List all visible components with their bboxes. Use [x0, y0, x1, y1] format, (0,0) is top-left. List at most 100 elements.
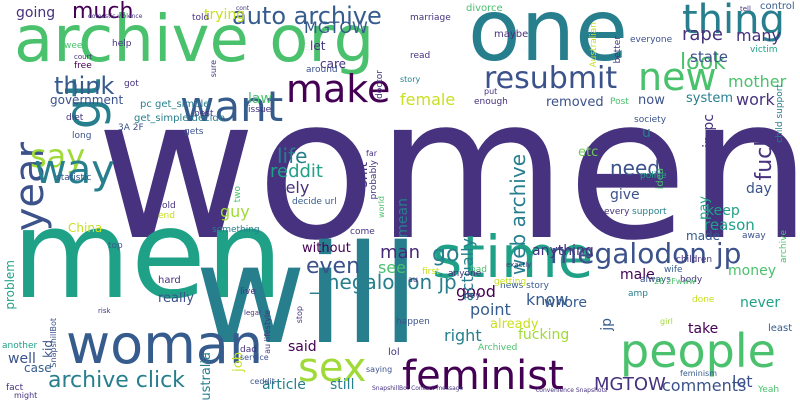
- word: divorce: [466, 3, 503, 14]
- word: stop: [295, 306, 304, 324]
- word: SnapshillBot: [49, 318, 58, 368]
- word: think: [54, 72, 115, 100]
- word: case: [24, 361, 52, 375]
- word: jp pc: [701, 114, 717, 148]
- word: old: [162, 201, 176, 211]
- word: children: [676, 255, 713, 265]
- word: society: [634, 115, 667, 125]
- word: way: [34, 147, 115, 193]
- word: look: [680, 50, 726, 75]
- word: probably: [369, 160, 379, 200]
- word: week: [64, 41, 88, 51]
- word: SnapshillBot Contact message: [372, 385, 464, 392]
- word: doctor: [375, 70, 385, 99]
- word: amp: [628, 289, 648, 299]
- word: put: [484, 87, 498, 96]
- word: risk: [98, 307, 111, 315]
- word: lol: [388, 347, 400, 358]
- word: service: [240, 353, 269, 362]
- word: told: [192, 13, 210, 23]
- word: say: [30, 137, 86, 175]
- word: know: [526, 290, 569, 309]
- word: read: [410, 51, 431, 61]
- word: pc get_simple: [140, 99, 210, 110]
- word: child support: [775, 84, 785, 143]
- word: anything: [532, 243, 594, 259]
- word: _megalodon jp: [310, 270, 457, 294]
- word: system: [686, 91, 733, 106]
- word: hard: [158, 275, 181, 286]
- word: shit: [355, 162, 371, 188]
- word: will: [195, 217, 420, 375]
- word: many: [736, 26, 781, 45]
- word: live: [240, 287, 256, 297]
- word: enough: [474, 97, 508, 107]
- word: two: [233, 186, 243, 203]
- word: better: [613, 36, 623, 64]
- word: gets: [184, 127, 204, 137]
- word: well: [8, 351, 36, 367]
- word: even: [306, 254, 361, 279]
- word: cont: [236, 5, 250, 12]
- word: world: [377, 196, 386, 219]
- word: wife: [664, 265, 683, 275]
- word: likely: [268, 178, 310, 197]
- word: sex: [298, 345, 367, 391]
- word: make: [286, 67, 391, 111]
- word: feminist: [402, 353, 564, 399]
- word: 3A 2F: [118, 123, 144, 133]
- word: another: [2, 341, 38, 351]
- word: new: [638, 55, 717, 99]
- word: ceddit: [250, 377, 275, 386]
- word: pay: [697, 196, 712, 220]
- word: see: [378, 258, 407, 277]
- word: guy: [220, 202, 250, 221]
- word: reddit: [270, 161, 323, 182]
- word: long: [72, 131, 92, 141]
- word: least: [768, 323, 793, 334]
- word: get_simple decide: [134, 113, 225, 124]
- word: without: [302, 241, 351, 256]
- word: thing: [682, 0, 785, 43]
- word: end: [158, 211, 175, 221]
- word: saying: [366, 365, 393, 374]
- word: already: [490, 317, 539, 332]
- word: exactly: [506, 261, 532, 269]
- word: fucking: [518, 327, 570, 343]
- word: boy: [464, 291, 481, 301]
- word: male: [620, 267, 655, 283]
- word: mean: [395, 198, 411, 238]
- word: reason: [704, 216, 755, 234]
- word: keep: [706, 203, 740, 219]
- word: first: [422, 267, 440, 277]
- word: got: [124, 79, 139, 89]
- word: MGTOW: [594, 374, 666, 395]
- word: around: [306, 65, 338, 75]
- word: much: [72, 0, 134, 24]
- word: news story: [500, 281, 549, 291]
- word: domestic violence: [88, 13, 143, 20]
- word: police: [640, 171, 667, 181]
- word: life: [277, 144, 308, 168]
- word: Yeah: [758, 385, 780, 395]
- word: archive org: [14, 3, 375, 77]
- word: Post: [610, 97, 629, 107]
- word: lot: [732, 372, 753, 391]
- word: always: [640, 275, 671, 285]
- word: take: [688, 321, 719, 337]
- word: need: [610, 156, 660, 180]
- word: really: [158, 291, 194, 306]
- word: people: [620, 324, 776, 378]
- word: u: [642, 125, 651, 141]
- word: control: [760, 1, 795, 12]
- word: sure: [209, 60, 218, 78]
- word: happen: [396, 317, 430, 327]
- word: made: [686, 229, 721, 243]
- word: good: [456, 282, 496, 301]
- word: now: [638, 93, 665, 108]
- word: Australia: [199, 352, 214, 400]
- word: done: [692, 295, 715, 305]
- word: problem: [3, 260, 17, 310]
- word: 2F 2Fwww: [654, 277, 696, 286]
- word: girl: [660, 317, 673, 326]
